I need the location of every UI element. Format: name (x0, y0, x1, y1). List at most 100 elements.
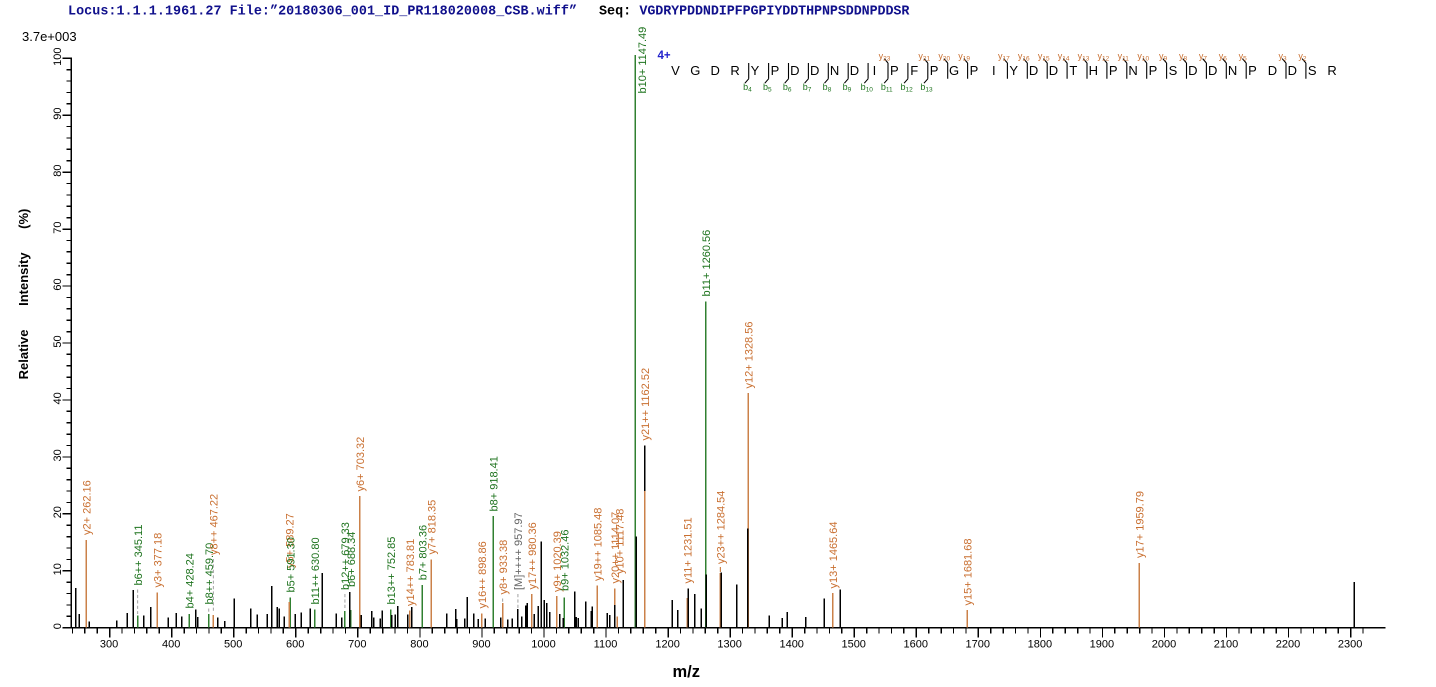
svg-text:y12: y12 (1098, 51, 1110, 62)
svg-text:y19++ 1085.48: y19++ 1085.48 (593, 508, 605, 581)
svg-text:Y: Y (751, 63, 760, 78)
svg-text:b5: b5 (763, 82, 772, 93)
svg-text:b8++ 459.70: b8++ 459.70 (204, 543, 216, 605)
svg-text:80: 80 (52, 164, 64, 176)
svg-text:T: T (1069, 63, 1077, 78)
svg-text:Y: Y (1009, 63, 1018, 78)
svg-text:b4+ 428.24: b4+ 428.24 (185, 553, 197, 608)
svg-text:b8+ 918.41: b8+ 918.41 (489, 456, 501, 511)
svg-text:y17++ 980.36: y17++ 980.36 (527, 522, 539, 589)
svg-text:y11+ 1231.51: y11+ 1231.51 (683, 517, 695, 583)
svg-text:D: D (850, 63, 859, 78)
svg-text:1000: 1000 (531, 639, 555, 651)
svg-text:y20++ 1114.07: y20++ 1114.07 (610, 512, 622, 584)
svg-text:1200: 1200 (655, 639, 679, 651)
svg-text:40: 40 (52, 392, 64, 404)
svg-text:I: I (992, 63, 996, 78)
svg-text:30: 30 (52, 449, 64, 461)
svg-text:2200: 2200 (1276, 639, 1300, 651)
svg-text:3.7e+003: 3.7e+003 (22, 29, 77, 44)
svg-text:y16++ 898.86: y16++ 898.86 (477, 541, 489, 608)
svg-text:N: N (830, 63, 839, 78)
svg-text:b11++ 630.80: b11++ 630.80 (310, 537, 322, 604)
svg-text:20: 20 (52, 506, 64, 518)
svg-text:y12+ 1328.56: y12+ 1328.56 (744, 322, 756, 389)
svg-text:[M]++++ 957.97: [M]++++ 957.97 (513, 512, 525, 590)
svg-text:400: 400 (162, 639, 180, 651)
svg-text:1900: 1900 (1090, 639, 1114, 651)
svg-text:D: D (810, 63, 819, 78)
svg-text:y8: y8 (1179, 51, 1188, 62)
svg-text:V: V (671, 63, 680, 78)
svg-text:y21: y21 (918, 51, 930, 62)
svg-text:G: G (690, 63, 700, 78)
svg-text:y7: y7 (1199, 51, 1208, 62)
svg-text:1400: 1400 (779, 639, 803, 651)
svg-text:P: P (1109, 63, 1118, 78)
svg-text:b7+ 803.36: b7+ 803.36 (417, 525, 429, 580)
svg-text:y15+ 1681.68: y15+ 1681.68 (962, 539, 974, 606)
svg-text:D: D (1049, 63, 1058, 78)
svg-text:y9+ 1020.39: y9+ 1020.39 (552, 531, 564, 592)
svg-text:D: D (1268, 63, 1277, 78)
svg-text:2100: 2100 (1214, 639, 1238, 651)
svg-text:y8+ 933.38: y8+ 933.38 (498, 540, 510, 595)
svg-text:m/z: m/z (673, 663, 701, 681)
svg-text:b9+ 1032.46: b9+ 1032.46 (560, 530, 572, 591)
svg-text:b13: b13 (920, 82, 933, 93)
svg-text:y23++ 1284.54: y23++ 1284.54 (716, 491, 728, 564)
svg-text:y20: y20 (938, 51, 950, 62)
svg-text:1100: 1100 (594, 639, 618, 651)
svg-text:1300: 1300 (717, 639, 741, 651)
svg-text:P: P (1248, 63, 1257, 78)
svg-text:b6+ 688.34: b6+ 688.34 (346, 532, 358, 587)
svg-text:b10+ 1147.49: b10+ 1147.49 (637, 27, 649, 94)
svg-text:y15: y15 (1038, 51, 1050, 62)
svg-text:b10: b10 (861, 82, 874, 93)
svg-text:800: 800 (410, 639, 428, 651)
svg-text:y14++ 783.81: y14++ 783.81 (405, 539, 417, 606)
svg-text:y11: y11 (1118, 51, 1130, 62)
svg-text:b4: b4 (743, 82, 752, 93)
svg-text:b6++ 345.11: b6++ 345.11 (133, 525, 145, 586)
svg-text:70: 70 (52, 221, 64, 233)
svg-text:S: S (1169, 63, 1178, 78)
svg-text:y10+ 1117.48: y10+ 1117.48 (614, 509, 626, 574)
svg-text:b12++ 679.33: b12++ 679.33 (340, 522, 352, 590)
svg-text:4+: 4+ (658, 50, 671, 62)
svg-text:Relative Intensity (%): Relative Intensity (%) (16, 209, 31, 380)
svg-text:0: 0 (52, 623, 64, 629)
svg-text:y13: y13 (1078, 51, 1090, 62)
svg-text:b7: b7 (803, 82, 812, 93)
svg-text:900: 900 (472, 639, 490, 651)
svg-text:y14: y14 (1058, 51, 1070, 62)
svg-text:y13+ 1465.64: y13+ 1465.64 (828, 522, 840, 589)
svg-text:S: S (1308, 63, 1317, 78)
svg-text:P: P (890, 63, 899, 78)
svg-text:b8: b8 (823, 82, 832, 93)
svg-text:y3+ 377.18: y3+ 377.18 (153, 533, 165, 588)
svg-text:y6: y6 (1219, 51, 1228, 62)
svg-text:y23: y23 (879, 51, 891, 62)
svg-text:b13++ 752.85: b13++ 752.85 (386, 537, 398, 605)
svg-text:b11+ 1260.56: b11+ 1260.56 (701, 230, 713, 297)
svg-text:y9: y9 (1159, 51, 1168, 62)
svg-text:1500: 1500 (841, 639, 865, 651)
svg-text:D: D (1208, 63, 1217, 78)
svg-text:VGDRYPDDNDIPFPGPIYDDTHPNPSDDNP: VGDRYPDDNDIPFPGPIYDDTHPNPSDDNPDDSR (639, 5, 910, 20)
svg-text:b5+ 591.30: b5+ 591.30 (286, 537, 298, 592)
svg-text:y5: y5 (1239, 51, 1248, 62)
svg-text:H: H (1089, 63, 1098, 78)
svg-text:D: D (1029, 63, 1038, 78)
svg-text:y17+ 1959.79: y17+ 1959.79 (1135, 491, 1147, 558)
svg-text:F: F (910, 63, 918, 78)
svg-text:y16: y16 (1018, 51, 1030, 62)
svg-text:100: 100 (52, 48, 64, 66)
svg-text:D: D (1288, 63, 1297, 78)
svg-text:b11: b11 (881, 82, 893, 93)
svg-text:P: P (771, 63, 780, 78)
svg-text:b12: b12 (900, 82, 913, 93)
svg-text:1700: 1700 (966, 639, 990, 651)
svg-text:600: 600 (286, 639, 304, 651)
svg-text:50: 50 (52, 335, 64, 347)
